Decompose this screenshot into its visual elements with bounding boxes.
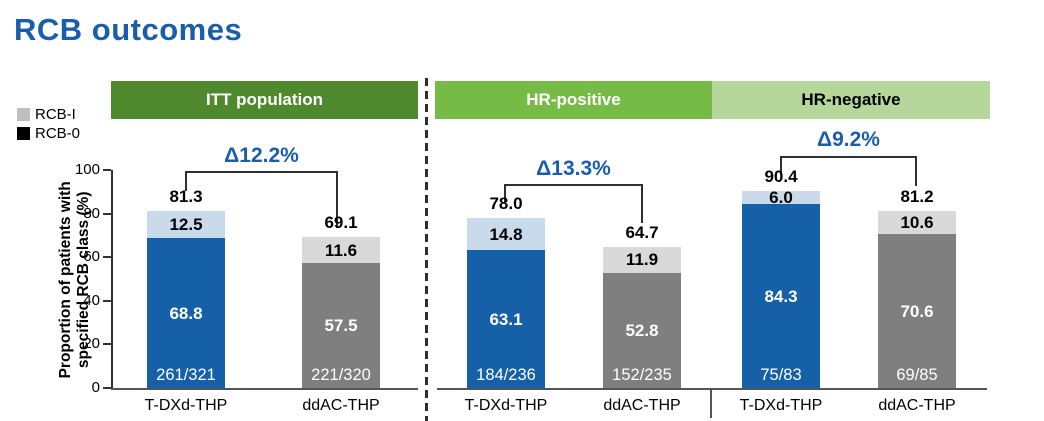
rcb1-value: 10.6 xyxy=(900,213,934,233)
x-axis-label-arm: T-DXd-THP xyxy=(144,397,228,414)
rcb0-segment: 68.8 261/321 xyxy=(147,238,225,388)
y-tick-mark xyxy=(103,256,111,259)
x-axis-label-arm: T-DXd-THP xyxy=(739,397,823,414)
bracket-hr-positive xyxy=(641,184,643,223)
rcb1-segment: 6.0 xyxy=(742,188,820,208)
rcb0-swatch-icon xyxy=(17,127,30,140)
stacked-bar-itt-tdxd: 81.3 12.5 68.8 261/321 xyxy=(147,187,225,388)
delta-label-hr-positive: Δ13.3% xyxy=(536,157,611,180)
fraction-label: 69/85 xyxy=(896,366,938,384)
y-tick-label: 100 xyxy=(74,161,100,178)
x-axis-line-itt xyxy=(111,388,418,390)
bar-total-label: 69.1 xyxy=(324,213,358,233)
legend-item-rcb1: RCB-I xyxy=(17,105,80,124)
group-header-hr-negative: HR-negative xyxy=(712,81,990,119)
x-axis-label-arm: ddAC-THP xyxy=(302,397,380,414)
y-tick-label: 20 xyxy=(83,335,100,353)
legend-label-rcb0: RCB-0 xyxy=(35,125,81,142)
page-title: RCB outcomes xyxy=(14,12,243,47)
y-tick-label: 60 xyxy=(83,248,100,266)
x-axis-label-arm: T-DXd-THP xyxy=(464,397,548,414)
rcb1-value: 12.5 xyxy=(169,214,203,234)
bracket-hr-positive xyxy=(504,184,506,202)
bracket-hr-positive xyxy=(504,184,643,186)
rcb1-swatch-icon xyxy=(17,108,30,121)
fraction-label: 152/235 xyxy=(612,366,672,384)
delta-label-itt: Δ12.2% xyxy=(224,144,299,167)
bracket-itt xyxy=(185,171,338,173)
bar-total-label: 64.7 xyxy=(625,222,659,242)
rcb0-segment: 70.6 69/85 xyxy=(878,234,956,388)
delta-label-hr-negative: Δ9.2% xyxy=(817,128,880,151)
bracket-hr-negative xyxy=(780,156,782,174)
rcb0-value: 68.8 xyxy=(169,303,203,323)
x-axis-label-arm: ddAC-THP xyxy=(603,397,681,414)
fraction-label: 261/321 xyxy=(156,366,216,384)
legend-item-rcb0: RCB-0 xyxy=(17,124,80,143)
y-tick-mark xyxy=(103,343,111,346)
fraction-label: 221/320 xyxy=(311,366,371,384)
fraction-label: 75/83 xyxy=(760,366,802,384)
group-header-hr-positive: HR-positive xyxy=(435,81,712,119)
rcb0-segment: 84.3 75/83 xyxy=(742,204,820,388)
y-tick-mark xyxy=(103,299,111,302)
dashed-divider xyxy=(425,78,428,421)
legend-label-rcb1: RCB-I xyxy=(35,106,76,123)
rcb0-segment: 57.5 221/320 xyxy=(302,262,380,388)
bar-total-label: 81.3 xyxy=(169,186,203,206)
rcb1-value: 6.0 xyxy=(769,188,793,208)
group-header-itt: ITT population xyxy=(111,81,418,119)
stacked-bar-itt-ddac: 69.1 11.6 57.5 221/320 xyxy=(302,213,380,388)
rcb1-value: 14.8 xyxy=(489,224,523,244)
rcb1-segment: 10.6 xyxy=(878,211,956,235)
bar-total-label: 90.4 xyxy=(764,167,798,187)
rcb1-segment: 12.5 xyxy=(147,210,225,239)
bracket-itt xyxy=(185,171,187,191)
y-tick-label: 0 xyxy=(91,379,100,396)
y-axis-line xyxy=(111,170,113,390)
y-tick-mark xyxy=(103,169,111,171)
rcb1-value: 11.9 xyxy=(625,250,659,270)
y-tick-mark xyxy=(103,212,111,215)
y-tick-label: 80 xyxy=(83,204,100,222)
bracket-hr-negative xyxy=(780,156,917,158)
bar-total-label: 78.0 xyxy=(489,194,523,214)
rcb1-value: 11.6 xyxy=(324,240,358,260)
rcb0-value: 70.6 xyxy=(900,301,934,321)
rcb0-segment: 63.1 184/236 xyxy=(467,250,545,388)
rcb0-value: 52.8 xyxy=(625,320,659,340)
fraction-label: 184/236 xyxy=(476,366,536,384)
stacked-bar-hrneg-tdxd: 90.4 6.0 84.3 75/83 xyxy=(742,167,820,388)
rcb1-segment: 11.6 xyxy=(302,237,380,263)
legend: RCB-I RCB-0 xyxy=(17,105,80,143)
rcb1-segment: 11.9 xyxy=(603,246,681,273)
rcb0-value: 63.1 xyxy=(489,309,523,329)
stacked-bar-hrpos-tdxd: 78.0 14.8 63.1 184/236 xyxy=(467,194,545,388)
bar-total-label: 81.2 xyxy=(900,186,934,206)
y-axis-title: Proportion of patients with specified RC… xyxy=(57,181,92,379)
y-tick-label: 40 xyxy=(83,291,100,309)
stacked-bar-hrneg-ddac: 81.2 10.6 70.6 69/85 xyxy=(878,187,956,388)
bracket-itt xyxy=(336,171,338,228)
x-axis-label-arm: ddAC-THP xyxy=(878,397,956,414)
rcb0-segment: 52.8 152/235 xyxy=(603,272,681,388)
subgroup-divider-tick xyxy=(710,389,712,418)
rcb0-value: 57.5 xyxy=(324,315,358,335)
rcb0-value: 84.3 xyxy=(764,286,798,306)
stacked-bar-hrpos-ddac: 64.7 11.9 52.8 152/235 xyxy=(603,223,681,388)
x-axis-line-subgroups xyxy=(437,388,987,390)
bracket-hr-negative xyxy=(915,156,917,186)
y-tick-mark xyxy=(103,387,111,389)
rcb1-segment: 14.8 xyxy=(467,218,545,251)
